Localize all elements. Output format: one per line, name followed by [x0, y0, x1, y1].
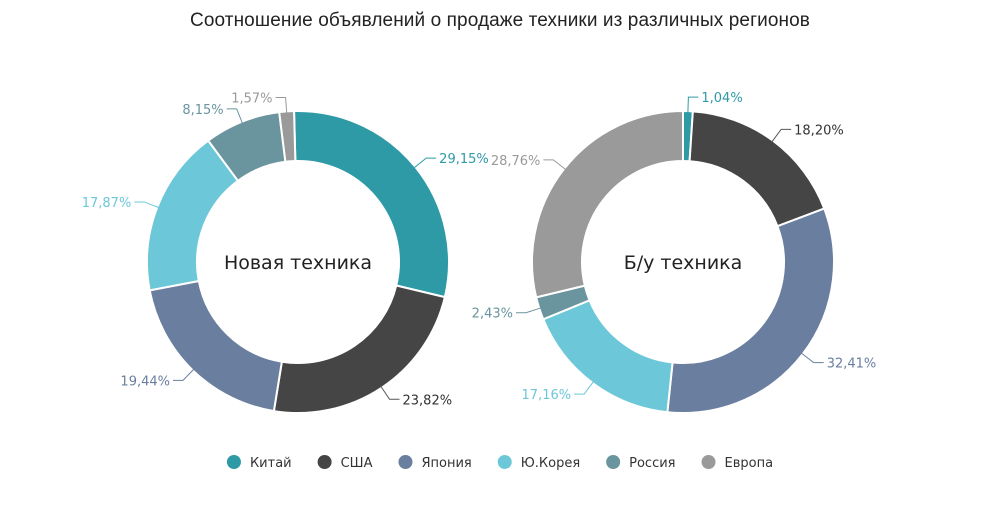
legend-label: США [341, 456, 373, 471]
leader-line [226, 108, 244, 124]
donut-center-label: Б/у техника [624, 252, 743, 274]
leader-line [771, 128, 792, 143]
leader-line [543, 159, 567, 171]
legend-item-europe: Европа [701, 455, 774, 471]
slice-china [293, 110, 450, 299]
legend-marker [226, 455, 241, 469]
legend-label: Европа [725, 456, 774, 471]
leader-line [380, 385, 400, 400]
legend-marker [606, 455, 621, 469]
slice-japan [148, 279, 284, 413]
data-label: 23,82% [403, 393, 453, 408]
legend-marker [701, 455, 716, 469]
data-label: 19,44% [120, 374, 170, 389]
donut-used-equipment: 1,04% 18,20% 32,41% 17,16% 2,43% 28,76% Б/у те… [472, 91, 877, 414]
data-label: 18,20% [794, 123, 844, 138]
chart-title: Соотношение объявлений о продаже техники… [190, 10, 810, 31]
legend-label: Россия [629, 456, 675, 471]
slice-japan [666, 207, 835, 414]
leader-line [515, 307, 542, 314]
leader-line [173, 368, 195, 381]
legend: Китай США Япония Ю.Корея Россия Европа [226, 455, 774, 471]
legend-item-russia: Россия [606, 455, 676, 471]
legend-marker [398, 455, 413, 469]
data-label: 29,15% [439, 152, 489, 167]
data-label: 17,87% [82, 196, 132, 211]
legend-label: Япония [421, 456, 471, 471]
legend-item-south-korea: Ю.Корея [497, 455, 580, 471]
data-label: 1,04% [701, 91, 742, 106]
leader-line [687, 96, 699, 114]
leader-line [574, 380, 595, 395]
leader-line [413, 157, 437, 169]
donut-new-equipment: 29,15% 23,82% 19,44% 17,87% 8,15% 1,57% Новая … [82, 91, 489, 414]
data-label: 8,15% [182, 103, 223, 118]
legend-item-usa: США [317, 455, 373, 471]
leader-line [275, 96, 288, 114]
slice-europe [531, 109, 684, 299]
slice-europe [278, 110, 297, 163]
data-label: 32,41% [827, 357, 877, 372]
legend-label: Ю.Корея [521, 456, 580, 471]
legend-marker [317, 455, 332, 469]
leader-line [800, 352, 824, 364]
legend-item-china: Китай [226, 455, 292, 471]
data-label: 17,16% [522, 388, 572, 403]
legend-item-japan: Япония [398, 455, 472, 471]
leader-line [134, 201, 160, 209]
legend-marker [497, 455, 512, 469]
data-label: 28,76% [491, 154, 541, 169]
donut-center-label: Новая техника [224, 252, 372, 274]
legend-label: Китай [250, 456, 292, 471]
data-label: 2,43% [472, 307, 513, 322]
data-label: 1,57% [231, 91, 272, 106]
